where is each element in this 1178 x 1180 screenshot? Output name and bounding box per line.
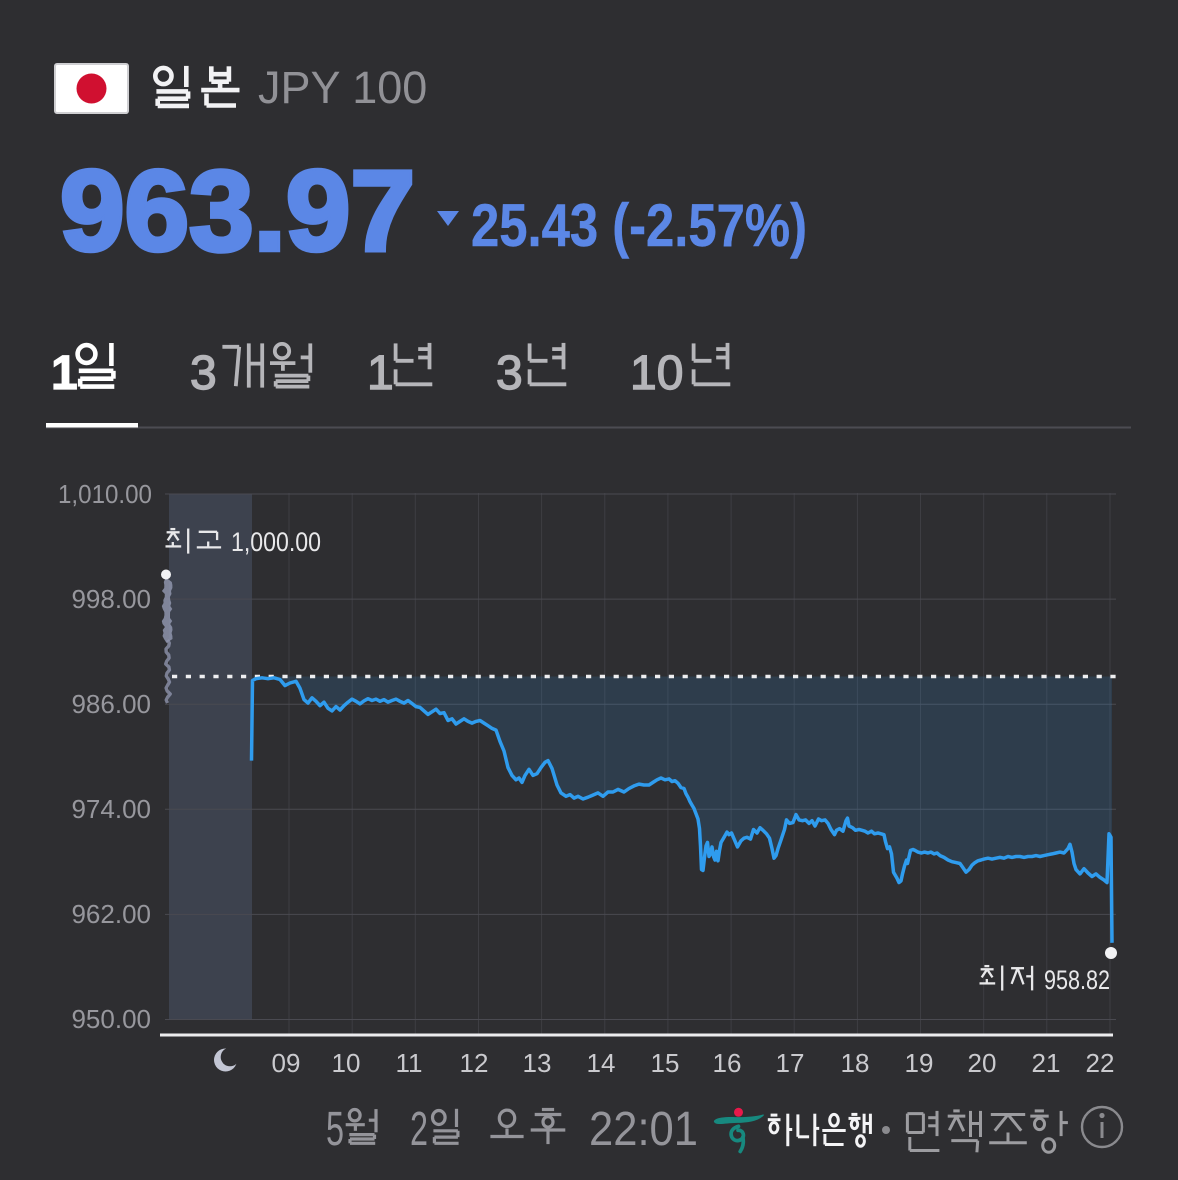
svg-text:1: 1 [367,347,394,400]
svg-text:13: 13 [523,1048,552,1078]
svg-text:12: 12 [460,1048,489,1078]
svg-text:2: 2 [410,1103,428,1156]
svg-text:1,010.00: 1,010.00 [58,479,152,509]
svg-text:998.00: 998.00 [71,584,151,614]
svg-text:974.00: 974.00 [71,794,151,824]
svg-text:5: 5 [326,1103,344,1156]
svg-text:962.00: 962.00 [71,899,151,929]
svg-text:3: 3 [190,347,217,400]
svg-text:958.82: 958.82 [1044,965,1110,995]
svg-text:1: 1 [51,347,78,400]
svg-text:JPY 100: JPY 100 [258,62,427,113]
svg-text:1,000.00: 1,000.00 [231,527,321,557]
svg-text:10: 10 [332,1048,361,1078]
svg-text:15: 15 [651,1048,680,1078]
svg-text:11: 11 [396,1048,423,1078]
svg-text:20: 20 [968,1048,997,1078]
svg-text:18: 18 [841,1048,870,1078]
svg-text:3: 3 [496,347,523,400]
svg-text:21: 21 [1032,1048,1061,1078]
svg-text:950.00: 950.00 [71,1004,151,1034]
svg-text:16: 16 [713,1048,742,1078]
svg-text:22:01: 22:01 [589,1103,698,1156]
svg-text:19: 19 [905,1048,934,1078]
svg-text:10: 10 [630,347,683,400]
svg-text:25.43 (-2.57%): 25.43 (-2.57%) [471,192,807,259]
svg-text:17: 17 [776,1048,805,1078]
svg-text:986.00: 986.00 [71,689,151,719]
svg-text:14: 14 [587,1048,616,1078]
svg-text:09: 09 [272,1048,301,1078]
svg-text:963.97: 963.97 [60,148,415,275]
svg-text:22: 22 [1086,1048,1115,1078]
